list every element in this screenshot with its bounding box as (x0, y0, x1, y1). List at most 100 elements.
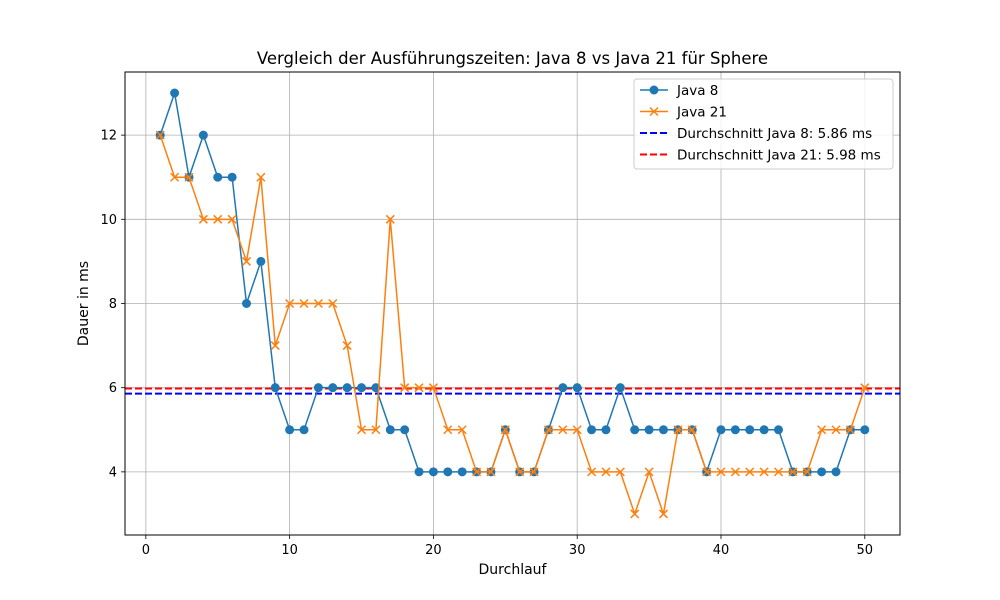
data-point (400, 425, 410, 435)
y-tick-label: 8 (109, 297, 117, 312)
data-point (285, 298, 295, 309)
reference-lines (125, 387, 900, 395)
data-point-stroke (572, 425, 582, 435)
x-tick-label: 50 (856, 543, 873, 558)
data-point (716, 425, 726, 435)
data-point (328, 298, 338, 309)
x-tick-label: 30 (569, 543, 586, 558)
data-point (529, 467, 539, 477)
data-point-stroke (356, 425, 367, 435)
data-point (587, 467, 597, 477)
data-point (702, 467, 712, 477)
data-point (745, 425, 755, 435)
data-point-stroke (385, 214, 395, 224)
data-point (644, 425, 654, 435)
data-point (845, 425, 855, 435)
data-point (227, 172, 237, 182)
data-point (831, 425, 841, 435)
data-point (213, 172, 223, 182)
x-tick-label: 10 (281, 543, 298, 558)
data-point (587, 425, 597, 435)
data-point-stroke (543, 425, 553, 435)
data-point (457, 425, 467, 435)
data-point (342, 341, 352, 351)
chart-title: Vergleich der Ausführungszeiten: Java 8 … (257, 49, 768, 68)
data-point-stroke (802, 467, 812, 477)
data-point (356, 425, 367, 435)
data-point (773, 467, 784, 477)
data-point (457, 467, 467, 477)
data-point-stroke (500, 425, 510, 435)
legend-entry: Java 8 (640, 83, 718, 99)
data-point-stroke (817, 425, 827, 435)
x-axis-label: Durchlauf (479, 562, 548, 578)
data-point-stroke (773, 467, 784, 477)
data-point (170, 172, 180, 182)
data-point (716, 467, 726, 477)
data-point (400, 383, 410, 393)
x-axis-ticks: 0 10 20 30 40 50 (142, 535, 873, 558)
data-point-stroke (630, 509, 640, 519)
data-point-stroke (529, 467, 539, 477)
legend-label: Durchschnitt Java 8: 5.86 ms (677, 126, 872, 142)
data-point-stroke (658, 509, 669, 519)
data-point (486, 467, 496, 477)
y-axis-label: Dauer in ms (76, 261, 92, 346)
data-point (572, 383, 582, 393)
legend-label: Java 8 (676, 83, 718, 99)
data-point (371, 425, 381, 435)
data-point-stroke (687, 425, 697, 435)
data-point-stroke (515, 467, 525, 477)
data-point-stroke (313, 298, 323, 309)
data-point (860, 425, 870, 435)
data-point (788, 467, 798, 477)
data-point (472, 467, 482, 477)
y-tick-label: 4 (109, 465, 117, 480)
data-point (543, 425, 553, 435)
data-point (673, 425, 683, 435)
data-point (227, 214, 237, 224)
data-point (558, 383, 568, 393)
data-point-stroke (285, 298, 295, 309)
series-java-21 (155, 130, 870, 519)
data-point (644, 467, 654, 477)
data-point-stroke (558, 425, 568, 435)
data-point-stroke (644, 467, 654, 477)
data-point (860, 383, 870, 393)
x-tick-label: 0 (142, 543, 150, 558)
data-point (443, 467, 453, 477)
series-group (155, 88, 870, 519)
data-point-stroke (673, 425, 683, 435)
data-point-stroke (702, 467, 712, 477)
series-line (159, 134, 866, 515)
data-point (256, 256, 266, 266)
y-tick-label: 6 (109, 381, 117, 396)
data-point-stroke (845, 425, 855, 435)
data-point (299, 425, 309, 435)
data-point-stroke (759, 467, 769, 477)
data-point (745, 467, 755, 477)
data-point-stroke (299, 298, 309, 309)
data-point-stroke (328, 298, 338, 309)
y-axis-ticks: 4 6 8 10 12 (100, 129, 125, 480)
data-point (285, 425, 295, 435)
data-point-stroke (414, 383, 424, 393)
data-point-stroke (184, 172, 194, 182)
data-point-stroke (155, 130, 165, 140)
data-point (385, 214, 395, 224)
data-point-stroke (241, 256, 252, 266)
data-point (730, 425, 740, 435)
data-point (357, 383, 367, 393)
data-point-stroke (213, 214, 223, 224)
data-point (256, 172, 266, 182)
data-point-stroke (860, 383, 870, 393)
data-point (730, 467, 740, 477)
y-tick-label: 10 (100, 213, 117, 228)
data-point (649, 85, 659, 95)
x-tick-label: 40 (713, 543, 730, 558)
data-point (687, 425, 697, 435)
data-point-stroke (428, 383, 438, 393)
data-point (184, 172, 194, 182)
data-point (630, 425, 640, 435)
